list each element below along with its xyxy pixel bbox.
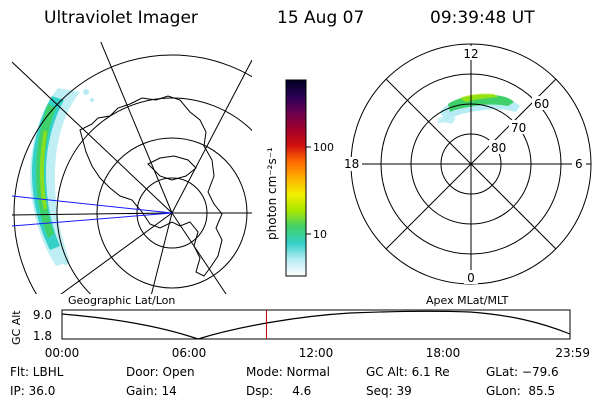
mlat-label-60: 60 <box>534 97 549 111</box>
altitude-xtick: 00:00 <box>45 346 80 360</box>
info-door: Door: Open <box>126 365 195 379</box>
altitude-xtick: 23:59 <box>555 346 590 360</box>
geographic-map-panel <box>12 42 252 294</box>
altitude-ytick-max: 9.0 <box>33 308 52 322</box>
uv-emission-apex <box>438 93 520 124</box>
colorbar-tick-10: 10 <box>313 228 327 241</box>
mlt-spokes <box>351 44 591 284</box>
info-seq: Seq: 39 <box>366 384 412 398</box>
info-glat: GLat: −79.6 <box>486 365 559 379</box>
uv-emission-geo <box>30 88 94 266</box>
info-ip: IP: 36.0 <box>10 384 55 398</box>
info-gain: Gain: 14 <box>126 384 177 398</box>
peninsula-outline <box>147 155 197 181</box>
altitude-xticks: 00:00 06:00 12:00 18:00 23:59 <box>45 346 590 360</box>
meridians <box>12 42 252 294</box>
terminator-lines <box>12 195 173 227</box>
colorbar-rect <box>285 79 307 277</box>
info-mode: Mode: Normal <box>246 365 330 379</box>
altitude-curve <box>61 310 571 340</box>
altitude-xtick: 12:00 <box>299 346 334 360</box>
time-label: 09:39:48 UT <box>430 8 535 28</box>
colorbar: 100 10 photon cm⁻²s⁻¹ <box>265 79 334 277</box>
mlt-label-6: 6 <box>575 157 583 171</box>
geographic-panel-label: Geographic Lat/Lon <box>68 294 175 307</box>
info-filter: Flt: LBHL <box>10 365 64 379</box>
altitude-ytick-min: 1.8 <box>33 329 52 343</box>
colorbar-tick-100: 100 <box>313 141 334 154</box>
info-dsp: Dsp: 4.6 <box>246 384 311 398</box>
mlat-label-80: 80 <box>491 141 506 155</box>
continent-outline <box>79 95 223 277</box>
mlat-label-70: 70 <box>511 121 526 135</box>
info-gc-alt: GC Alt: 6.1 Re <box>366 365 450 379</box>
info-block: Flt: LBHL Door: Open Mode: Normal GC Alt… <box>10 365 559 398</box>
altitude-ylabel: GC Alt <box>10 310 23 345</box>
altitude-xtick: 06:00 <box>172 346 207 360</box>
apex-polar-panel: 12 0 18 6 60 70 80 <box>340 43 592 285</box>
mlt-label-18: 18 <box>344 157 359 171</box>
instrument-title: Ultraviolet Imager <box>44 8 198 28</box>
info-glon: GLon: 85.5 <box>486 384 555 398</box>
mlt-label-0: 0 <box>467 271 475 285</box>
altitude-plot-frame <box>61 309 571 340</box>
date-label: 15 Aug 07 <box>277 8 364 28</box>
apex-panel-label: Apex MLat/MLT <box>426 294 509 307</box>
colorbar-label: photon cm⁻²s⁻¹ <box>265 147 279 240</box>
altitude-plot: GC Alt 9.0 1.8 00:00 06:00 12:00 18:00 23:59 <box>10 308 590 360</box>
mlt-label-12: 12 <box>463 47 478 61</box>
altitude-xtick: 18:00 <box>426 346 461 360</box>
